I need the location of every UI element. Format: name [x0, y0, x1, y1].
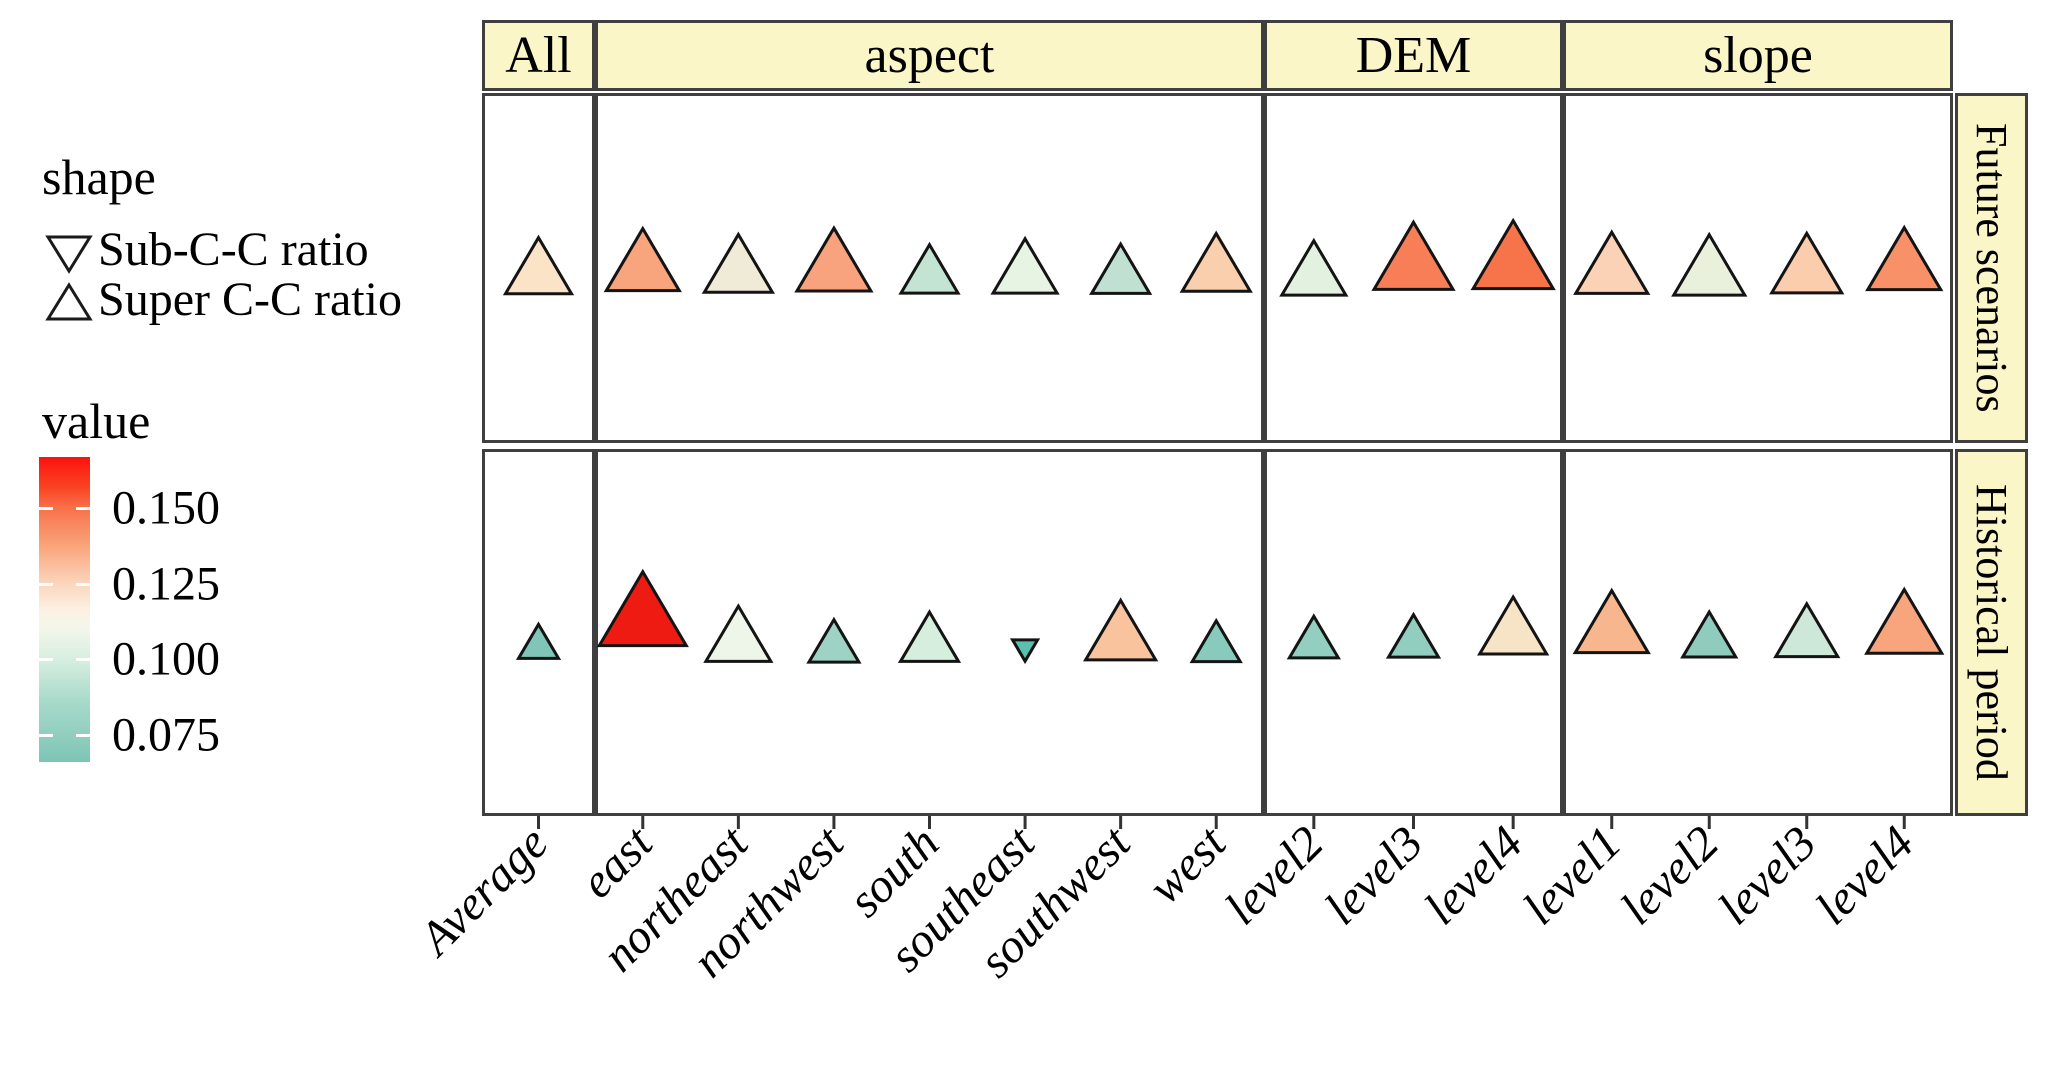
facet-column-strip-DEM: DEM	[1264, 20, 1563, 91]
x-axis-label-level2: level2	[1215, 816, 1334, 935]
point-future-level2	[1279, 237, 1349, 297]
x-axis-label-level3: level3	[1315, 816, 1434, 935]
x-axis-label-level4: level4	[1806, 816, 1925, 935]
triangle-down-icon	[45, 235, 93, 274]
point-future-level2	[1671, 231, 1748, 297]
legend-item-sub-cc-ratio: Sub-C-C ratio	[40, 222, 369, 277]
facet-column-strip-slope: slope	[1563, 20, 1953, 91]
point-historical-southeast	[1009, 638, 1041, 665]
point-future-Average	[502, 234, 575, 296]
legend-item-super-cc-ratio: Super C-C ratio	[40, 272, 402, 327]
facet-row-strip-0: Future scenarios	[1955, 93, 2028, 443]
point-future-level1	[1573, 229, 1651, 295]
point-historical-level4	[1477, 594, 1550, 656]
facet-row-strip-1: Historical period	[1955, 449, 2028, 816]
point-historical-northwest	[806, 616, 862, 664]
colorbar-tick-mark	[76, 658, 90, 662]
colorbar-tick-mark	[39, 507, 53, 511]
point-future-southeast	[990, 235, 1060, 295]
point-historical-west	[1189, 617, 1243, 664]
colorbar-tick-label: 0.125	[112, 557, 220, 611]
facet-column-strip-aspect: aspect	[595, 20, 1264, 91]
value-legend-title-wrap: value	[42, 392, 150, 450]
shape-legend-title: shape	[42, 149, 156, 205]
point-future-southwest	[1089, 241, 1153, 295]
triangle-up-icon	[45, 281, 93, 320]
point-historical-level4	[1864, 586, 1945, 655]
point-future-east	[603, 225, 682, 293]
point-historical-level2	[1286, 613, 1341, 660]
point-future-south	[898, 241, 961, 295]
x-axis-label-level1: level1	[1513, 816, 1632, 935]
point-historical-south	[897, 609, 962, 663]
point-historical-Average	[515, 621, 562, 660]
colorbar-tick-label: 0.100	[112, 632, 220, 686]
colorbar-tick-label: 0.075	[112, 708, 220, 762]
colorbar-tick-mark	[39, 658, 53, 662]
x-axis-label-Average: Average	[407, 816, 558, 967]
point-future-level4	[1470, 217, 1556, 291]
legend-label-super: Super C-C ratio	[98, 273, 402, 326]
point-historical-level3	[1773, 600, 1841, 659]
point-future-northwest	[794, 225, 874, 293]
legend-label-sub: Sub-C-C ratio	[98, 223, 369, 276]
colorbar-tick-mark	[76, 507, 90, 511]
point-historical-level3	[1385, 611, 1442, 659]
point-future-level3	[1769, 230, 1845, 295]
point-historical-east	[596, 568, 689, 648]
x-axis-label-level4: level4	[1414, 816, 1533, 935]
point-future-level3	[1371, 219, 1456, 291]
point-future-west	[1179, 230, 1253, 293]
point-future-level4	[1865, 224, 1944, 292]
point-historical-northeast	[703, 603, 774, 663]
point-historical-southwest	[1083, 597, 1159, 662]
x-axis-label-level3: level3	[1708, 816, 1827, 935]
x-axis-label-level2: level2	[1611, 816, 1730, 935]
colorbar-tick-mark	[76, 582, 90, 586]
shape-legend: shape	[42, 148, 156, 206]
facet-column-strip-All: All	[482, 20, 595, 91]
colorbar-tick-mark	[39, 582, 53, 586]
colorbar-tick-mark	[76, 733, 90, 737]
value-legend-title: value	[42, 393, 151, 449]
colorbar-tick-mark	[39, 733, 53, 737]
point-future-northeast	[701, 231, 775, 294]
point-historical-level1	[1572, 587, 1651, 655]
point-historical-level2	[1680, 609, 1739, 659]
colorbar-tick-label: 0.150	[112, 481, 220, 535]
